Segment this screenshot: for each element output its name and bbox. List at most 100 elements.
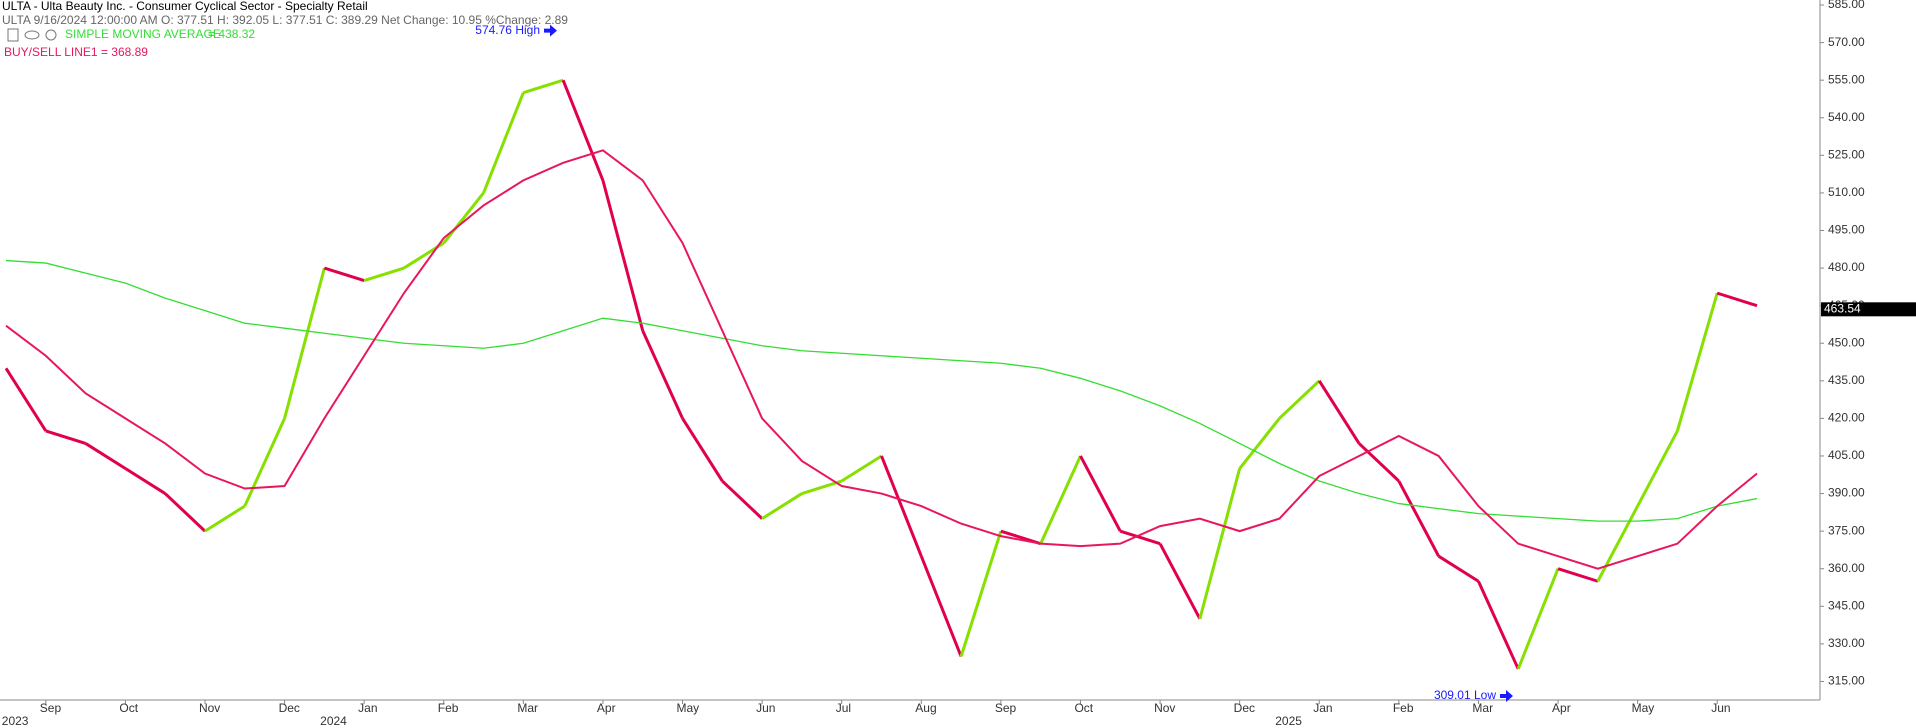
x-tick-label: Oct bbox=[119, 701, 138, 715]
y-tick-label: 405.00 bbox=[1828, 448, 1865, 462]
year-label: 2024 bbox=[320, 714, 347, 728]
y-tick-label: 390.00 bbox=[1828, 486, 1865, 500]
price-segment bbox=[1119, 529, 1161, 546]
price-segment bbox=[124, 467, 166, 495]
price-segment bbox=[1198, 468, 1242, 620]
y-tick-label: 585.00 bbox=[1828, 0, 1865, 11]
toolbar-icons[interactable] bbox=[7, 28, 57, 42]
price-segment bbox=[1716, 291, 1758, 308]
x-tick-label: Oct bbox=[1074, 701, 1093, 715]
price-segment bbox=[1039, 455, 1082, 545]
x-tick-label: Mar bbox=[517, 701, 538, 715]
y-tick-label: 570.00 bbox=[1828, 35, 1865, 49]
price-segment bbox=[45, 429, 87, 445]
price-segment bbox=[1238, 417, 1281, 470]
x-tick-label: Apr bbox=[597, 701, 616, 715]
price-segment bbox=[1596, 505, 1639, 582]
price-segment bbox=[1158, 542, 1202, 620]
x-tick-label: Feb bbox=[1393, 701, 1414, 715]
price-segment bbox=[1437, 554, 1480, 583]
y-tick-label: 480.00 bbox=[1828, 260, 1865, 274]
price-segment bbox=[1278, 379, 1321, 420]
price-segment bbox=[323, 266, 365, 283]
price-segment bbox=[721, 479, 764, 520]
y-tick-label: 375.00 bbox=[1828, 523, 1865, 537]
x-tick-label: Mar bbox=[1472, 701, 1493, 715]
last-price-label: 463.54 bbox=[1824, 301, 1861, 315]
price-segment bbox=[1636, 430, 1679, 507]
x-tick-label: Feb bbox=[438, 701, 459, 715]
x-tick-label: Jun bbox=[756, 701, 775, 715]
chart-title: ULTA - Ulta Beauty Inc. - Consumer Cycli… bbox=[2, 0, 368, 13]
y-tick-label: 525.00 bbox=[1828, 148, 1865, 162]
price-segment bbox=[801, 479, 843, 495]
price-segment bbox=[84, 442, 127, 470]
legend-value: = 438.32 bbox=[208, 27, 255, 41]
price-segment bbox=[243, 417, 286, 507]
indicator-line bbox=[5, 149, 1758, 570]
y-tick-label: 540.00 bbox=[1828, 110, 1865, 124]
year-label: 2023 bbox=[2, 714, 29, 728]
y-tick-label: 345.00 bbox=[1828, 598, 1865, 612]
low-arrow bbox=[1500, 690, 1513, 702]
price-segment bbox=[601, 180, 645, 332]
price-segment bbox=[641, 330, 684, 420]
x-tick-label: May bbox=[1632, 701, 1655, 715]
last-price-box bbox=[1821, 302, 1916, 317]
x-tick-label: Jul bbox=[836, 701, 851, 715]
price-segment bbox=[1477, 580, 1520, 670]
high-arrow bbox=[544, 24, 557, 37]
price-segment bbox=[1516, 568, 1560, 670]
x-tick-label: Nov bbox=[1154, 701, 1175, 715]
x-tick-label: Aug bbox=[915, 701, 936, 715]
low-label: 309.01 Low bbox=[1434, 688, 1496, 702]
y-tick-label: 495.00 bbox=[1828, 223, 1865, 237]
price-segment bbox=[522, 78, 564, 95]
x-tick-label: Dec bbox=[279, 701, 300, 715]
year-label: 2025 bbox=[1275, 714, 1302, 728]
price-segment bbox=[840, 454, 883, 483]
y-tick-label: 510.00 bbox=[1828, 185, 1865, 199]
price-segment bbox=[1397, 480, 1440, 557]
price-segment bbox=[363, 266, 405, 283]
y-tick-label: 420.00 bbox=[1828, 411, 1865, 425]
price-segment bbox=[761, 492, 803, 520]
settings-icon[interactable] bbox=[45, 29, 57, 41]
indicator-line bbox=[5, 259, 1758, 522]
price-segment bbox=[681, 417, 724, 482]
price-segment bbox=[204, 504, 246, 533]
y-tick-label: 555.00 bbox=[1828, 72, 1865, 86]
price-segment bbox=[959, 530, 1003, 657]
price-segment bbox=[919, 555, 963, 657]
legend-label: SIMPLE MOVING AVERAGE bbox=[65, 27, 221, 41]
x-tick-label: Jun bbox=[1711, 701, 1730, 715]
price-segment bbox=[283, 267, 326, 419]
x-tick-label: Dec bbox=[1234, 701, 1255, 715]
price-segment bbox=[164, 492, 207, 533]
x-tick-label: Sep bbox=[40, 701, 62, 715]
x-tick-label: Apr bbox=[1552, 701, 1571, 715]
y-tick-label: 435.00 bbox=[1828, 373, 1865, 387]
y-tick-label: 315.00 bbox=[1828, 674, 1865, 688]
visibility-icon[interactable] bbox=[24, 30, 40, 40]
price-segment bbox=[561, 79, 605, 181]
delete-icon[interactable] bbox=[7, 28, 19, 42]
y-tick-label: 450.00 bbox=[1828, 335, 1865, 349]
price-segment bbox=[482, 92, 525, 194]
x-tick-label: May bbox=[677, 701, 700, 715]
y-tick-label: 360.00 bbox=[1828, 561, 1865, 575]
price-segment bbox=[442, 191, 485, 244]
price-segment bbox=[1317, 380, 1361, 445]
price-segment bbox=[880, 455, 923, 557]
price-segment bbox=[1675, 292, 1719, 432]
x-tick-label: Nov bbox=[199, 701, 220, 715]
price-segment bbox=[4, 367, 48, 432]
legend-label: BUY/SELL LINE1 = 368.89 bbox=[4, 45, 148, 59]
x-tick-label: Jan bbox=[1313, 701, 1332, 715]
price-segment bbox=[1079, 455, 1122, 532]
price-segment bbox=[1358, 442, 1400, 483]
x-tick-label: Jan bbox=[358, 701, 377, 715]
y-tick-label: 330.00 bbox=[1828, 636, 1865, 650]
